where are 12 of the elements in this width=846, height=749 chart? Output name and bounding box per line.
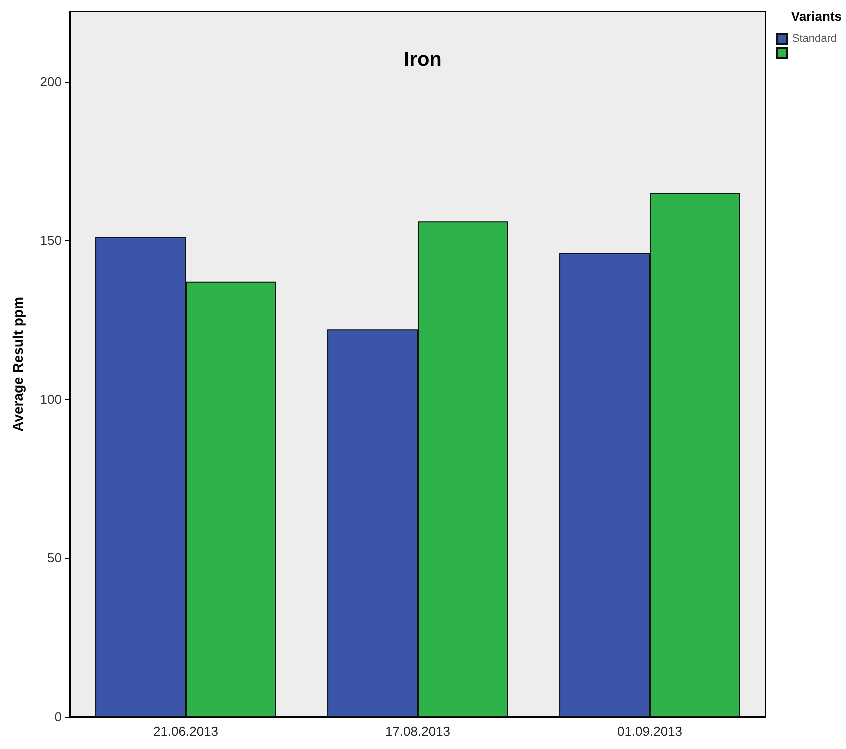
y-tick-label: 100: [40, 392, 62, 407]
legend-label: Standard: [792, 33, 838, 45]
y-axis-title: Average Result ppm: [10, 297, 26, 432]
y-tick-label: 150: [40, 233, 62, 248]
x-tick-label: 17.08.2013: [385, 724, 451, 739]
x-tick-label: 01.09.2013: [617, 724, 683, 739]
y-tick-label: 200: [40, 74, 62, 90]
y-tick-label: 0: [54, 710, 62, 724]
y-tick-label: 50: [48, 550, 62, 566]
legend-title: Variants: [791, 9, 842, 24]
text: Iron: [404, 49, 442, 71]
x-tick-label: 21.06.2013: [153, 724, 219, 739]
